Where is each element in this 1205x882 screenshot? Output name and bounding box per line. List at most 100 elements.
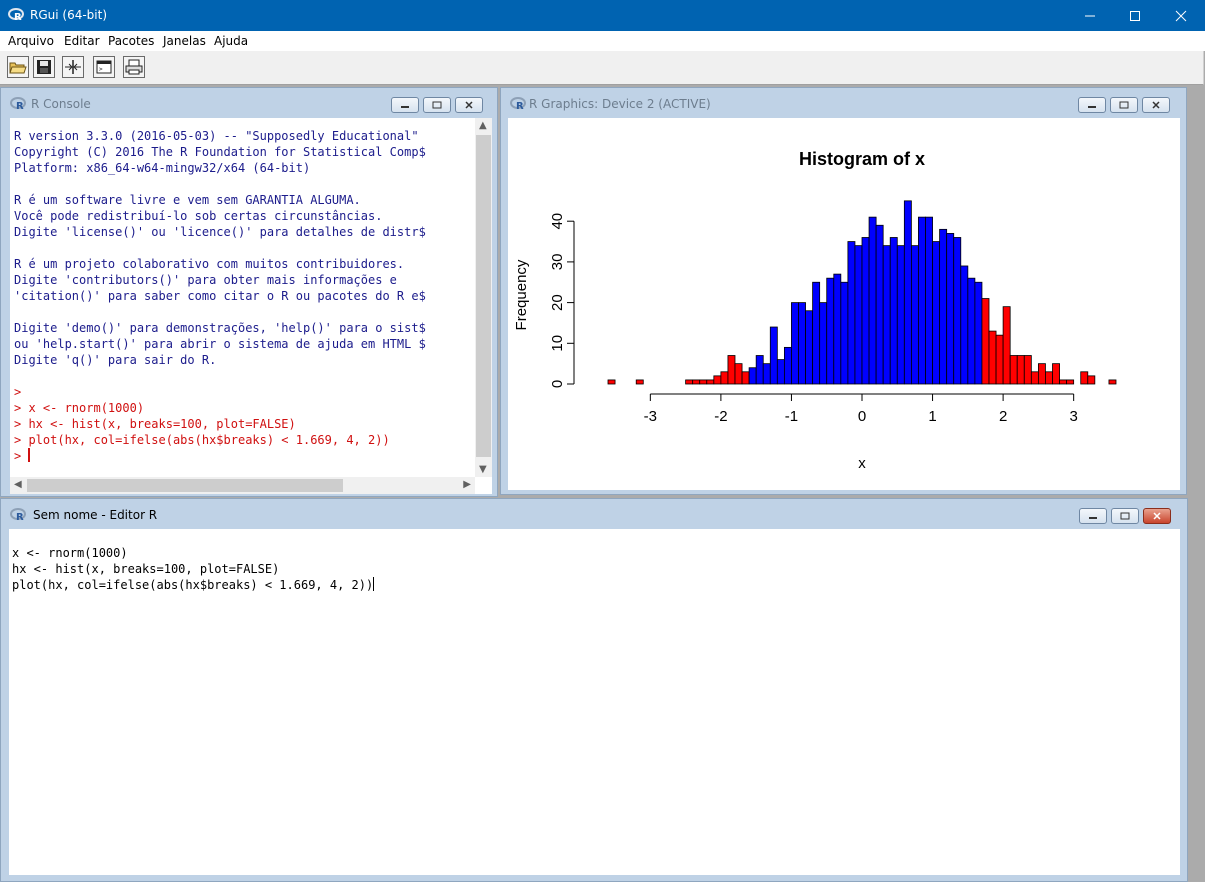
console-close-button[interactable] — [455, 97, 483, 113]
mdi-area: R R Console R version 3.3.0 (2016-05-03)… — [0, 85, 1205, 882]
editor-close-button[interactable] — [1143, 508, 1171, 524]
prompt-symbol: > — [14, 449, 29, 463]
x-tick-label: 1 — [928, 408, 936, 425]
histogram-bar — [826, 277, 835, 385]
editor-code: x <- rnorm(1000) hx <- hist(x, breaks=100… — [12, 545, 375, 593]
console-text: R version 3.3.0 (2016-05-03) -- "Suppose… — [14, 128, 468, 464]
scroll-left-icon[interactable]: ◀ — [14, 479, 22, 490]
histogram-bar — [635, 379, 644, 385]
histogram-bars — [607, 200, 1117, 385]
chart-title: Histogram of x — [799, 149, 925, 169]
scroll-down-icon[interactable]: ▼ — [479, 464, 487, 475]
histogram-bar — [953, 237, 962, 385]
console-line: Você pode redistribuí-lo sob certas circ… — [14, 209, 383, 223]
histogram-bar — [918, 216, 926, 385]
histogram-bar — [910, 245, 919, 385]
histogram-bar — [882, 245, 891, 385]
editor-titlebar[interactable]: R Sem nome - Editor R — [1, 499, 1187, 529]
close-icon — [1175, 10, 1187, 21]
x-tick-label: -3 — [644, 408, 657, 425]
histogram-bar — [868, 216, 877, 385]
histogram-bar — [727, 355, 736, 385]
histogram-bar — [833, 273, 842, 385]
histogram-bar — [1108, 379, 1117, 385]
editor-line-text: x <- rnorm(1000) — [12, 546, 128, 560]
histogram-bar — [692, 379, 701, 385]
close-icon — [1153, 512, 1161, 520]
menu-arquivo[interactable]: Arquivo — [8, 34, 54, 48]
maximize-button[interactable] — [1112, 0, 1158, 31]
histogram-bar — [1030, 371, 1039, 385]
scroll-thumb[interactable] — [476, 135, 491, 457]
close-button[interactable] — [1158, 0, 1204, 31]
graphics-minimize-button[interactable] — [1078, 97, 1106, 113]
scroll-right-icon[interactable]: ▶ — [463, 479, 471, 490]
minimize-icon — [1085, 15, 1095, 16]
load-workspace-button[interactable] — [62, 56, 84, 78]
histogram-bar — [798, 302, 806, 385]
window-title: RGui (64-bit) — [30, 8, 108, 22]
menu-pacotes[interactable]: Pacotes — [108, 34, 155, 48]
y-tick-label: 0 — [549, 380, 566, 388]
graphics-maximize-button[interactable] — [1110, 97, 1138, 113]
x-axis: -3 -2 -1 0 1 2 3 — [644, 393, 1078, 425]
save-button[interactable] — [33, 56, 55, 78]
close-icon — [465, 101, 473, 109]
histogram-bar — [967, 277, 976, 385]
editor-line: hx <- hist(x, breaks=100, plot=FALSE) — [12, 561, 374, 577]
y-tick-label: 40 — [549, 213, 566, 230]
console-minimize-button[interactable] — [391, 97, 419, 113]
histogram-bar — [713, 375, 722, 385]
close-icon — [1152, 101, 1160, 109]
histogram-bar — [762, 363, 771, 385]
console-prompt[interactable]: > — [14, 448, 468, 464]
graphics-close-button[interactable] — [1142, 97, 1170, 113]
console-maximize-button[interactable] — [423, 97, 451, 113]
console-output[interactable]: R version 3.3.0 (2016-05-03) -- "Suppose… — [10, 118, 492, 494]
console-horizontal-scrollbar[interactable]: ◀ ▶ — [10, 477, 475, 494]
graphics-canvas[interactable]: Histogram of x x Frequency -3 -2 -1 0 1 2 3 0 1… — [508, 118, 1180, 490]
histogram-bar — [607, 379, 616, 385]
menu-ajuda[interactable]: Ajuda — [214, 34, 249, 48]
graphics-titlebar[interactable]: R R Graphics: Device 2 (ACTIVE) — [501, 88, 1186, 118]
histogram-bar — [1059, 379, 1068, 385]
editor-minimize-button[interactable] — [1079, 508, 1107, 524]
histogram-bar — [1002, 306, 1011, 385]
open-folder-icon — [9, 62, 27, 74]
menu-editar[interactable]: Editar — [64, 34, 100, 48]
minimize-icon — [401, 106, 409, 108]
histogram-bar — [889, 237, 898, 385]
editor-maximize-button[interactable] — [1111, 508, 1139, 524]
console-line: > x <- rnorm(1000) — [14, 401, 145, 415]
console-vertical-scrollbar[interactable]: ▲ ▼ — [475, 118, 492, 477]
console-line: Digite 'license()' ou 'licence()' para d… — [14, 225, 426, 239]
load-workspace-icon — [65, 60, 81, 74]
console-line: Platform: x86_64-w64-mingw32/x64 (64-bit… — [14, 161, 311, 175]
scroll-up-icon[interactable]: ▲ — [479, 120, 487, 131]
histogram-bar — [896, 245, 905, 385]
editor-line: x <- rnorm(1000) — [12, 545, 374, 561]
x-tick-label: 2 — [999, 408, 1007, 425]
r-app-icon: R — [8, 8, 24, 25]
menu-janelas[interactable]: Janelas — [163, 34, 206, 48]
histogram-bar — [1009, 355, 1018, 385]
open-script-button[interactable] — [7, 56, 29, 78]
text-cursor — [28, 448, 31, 462]
console-line: Digite 'contributors()' para obter mais … — [14, 273, 397, 287]
graphics-title: R Graphics: Device 2 (ACTIVE) — [529, 97, 711, 111]
print-button[interactable] — [123, 56, 145, 78]
r-logo-icon: R — [10, 508, 26, 525]
console-line: 'citation()' para saber como citar o R o… — [14, 289, 426, 303]
minimize-button[interactable] — [1067, 0, 1113, 31]
x-tick-label: 0 — [858, 408, 866, 425]
console-line — [14, 368, 468, 384]
scroll-thumb[interactable] — [27, 479, 343, 492]
histogram-bar — [699, 379, 708, 385]
histogram-bar — [981, 298, 990, 385]
editor-text-area[interactable]: x <- rnorm(1000) hx <- hist(x, breaks=100… — [9, 529, 1180, 875]
histogram-bar — [685, 379, 694, 385]
console-titlebar[interactable]: R R Console — [1, 88, 497, 118]
svg-text:R: R — [16, 101, 24, 111]
console-button[interactable]: > — [93, 56, 115, 78]
toolbar: > — [0, 51, 1204, 85]
